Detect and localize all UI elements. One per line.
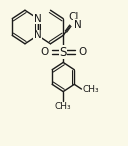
Text: O: O (40, 47, 49, 57)
Text: S: S (60, 46, 67, 59)
Text: CH₃: CH₃ (55, 102, 72, 111)
Text: S: S (60, 46, 67, 59)
Text: N: N (34, 30, 42, 40)
Text: N: N (74, 20, 82, 30)
Text: CH₃: CH₃ (82, 85, 99, 94)
Text: N: N (34, 14, 42, 24)
Text: Cl: Cl (68, 12, 79, 22)
Text: O: O (78, 47, 86, 57)
